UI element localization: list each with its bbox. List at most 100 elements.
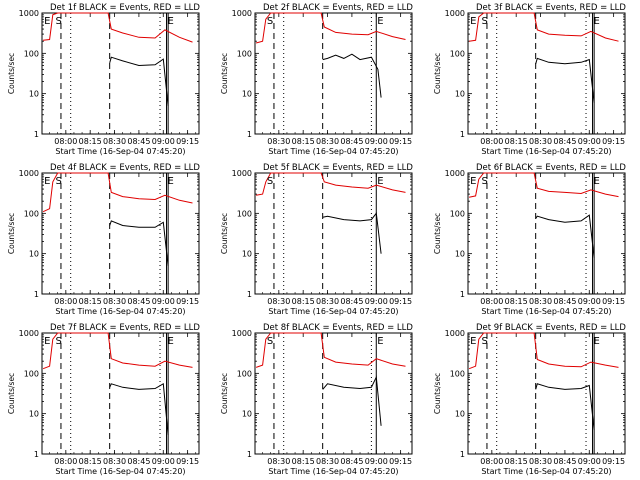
chart-panel-5: Det 5f BLACK = Events, RED = LLD 1 10 100 10… <box>220 163 413 316</box>
event-marker-label: E <box>594 176 600 187</box>
lld-series-line <box>469 12 619 42</box>
x-axis-label: Start Time (16-Sep-04 07:45:20) <box>481 467 611 476</box>
x-tick-label: 08:45 <box>340 297 363 306</box>
x-tick-label: 08:15 <box>505 137 528 146</box>
x-tick-label: 08:00 <box>54 457 77 466</box>
x-axis-label: Start Time (16-Sep-04 07:45:20) <box>268 307 398 316</box>
event-marker-label: E <box>168 16 174 27</box>
y-tick-label: 10 <box>29 250 39 259</box>
y-tick-label: 10 <box>242 250 252 259</box>
x-tick-label: 08:30 <box>267 137 290 146</box>
x-tick-label: 08:00 <box>54 137 77 146</box>
lld-series-line <box>255 12 406 44</box>
y-tick-label: 100 <box>237 49 252 58</box>
x-tick-label: 08:30 <box>529 137 552 146</box>
y-tick-label: 10 <box>242 90 252 99</box>
y-tick-label: 100 <box>450 49 465 58</box>
x-tick-label: 08:00 <box>54 297 77 306</box>
events-series-line <box>322 53 382 98</box>
y-axis-label: Counts/sec <box>7 53 16 94</box>
x-tick-label: 08:45 <box>340 457 363 466</box>
x-tick-label: 08:00 <box>480 297 503 306</box>
event-marker-label: E <box>594 336 600 347</box>
event-marker-label: S <box>267 176 273 187</box>
y-tick-label: 1000 <box>232 169 252 178</box>
event-marker-label: E <box>377 16 383 27</box>
x-tick-label: 09:00 <box>152 137 175 146</box>
event-marker-label: E <box>377 176 383 187</box>
x-tick-label: 09:15 <box>389 457 412 466</box>
y-tick-label: 100 <box>237 369 252 378</box>
plot-frame <box>41 332 200 455</box>
x-tick-label: 09:00 <box>365 297 388 306</box>
events-series-line <box>322 212 382 254</box>
x-tick-label: 08:30 <box>529 297 552 306</box>
y-tick-label: 1 <box>34 130 39 139</box>
event-marker-label: E <box>594 16 600 27</box>
x-tick-label: 08:45 <box>127 137 150 146</box>
events-series-line <box>109 220 169 266</box>
lld-series-line <box>256 172 406 196</box>
lld-series-line <box>42 332 193 370</box>
event-marker-label: S <box>267 16 273 27</box>
y-tick-label: 10 <box>455 90 465 99</box>
chart-title: Det 1f BLACK = Events, RED = LLD <box>50 3 200 13</box>
x-tick-label: 09:15 <box>389 297 412 306</box>
y-tick-label: 100 <box>24 369 39 378</box>
x-tick-label: 08:30 <box>316 457 339 466</box>
x-axis-label: Start Time (16-Sep-04 07:45:20) <box>55 467 185 476</box>
chart-title: Det 3f BLACK = Events, RED = LLD <box>476 3 626 13</box>
x-tick-label: 08:15 <box>79 457 102 466</box>
event-marker-label: E <box>470 336 476 347</box>
chart-panel-1: Det 1f BLACK = Events, RED = LLD 1 10 100 10… <box>7 3 200 156</box>
event-marker-label: E <box>44 176 50 187</box>
x-tick-label: 08:45 <box>127 457 150 466</box>
x-tick-label: 08:15 <box>79 137 102 146</box>
y-tick-label: 1000 <box>445 9 465 18</box>
y-tick-label: 1000 <box>19 329 39 338</box>
x-tick-label: 09:00 <box>365 457 388 466</box>
y-tick-label: 1000 <box>445 169 465 178</box>
plot-frame <box>254 12 413 135</box>
x-axis-label: Start Time (16-Sep-04 07:45:20) <box>55 147 185 156</box>
event-marker-label: E <box>44 336 50 347</box>
chart-panel-8: Det 8f BLACK = Events, RED = LLD 1 10 100 10… <box>220 323 413 476</box>
plot-frame <box>467 12 626 135</box>
y-axis-label: Counts/sec <box>220 53 229 94</box>
event-marker-label: S <box>481 16 487 27</box>
y-tick-label: 1 <box>247 290 252 299</box>
y-tick-label: 1 <box>34 290 39 299</box>
lld-series-line <box>255 332 406 368</box>
y-axis-label: Counts/sec <box>7 373 16 414</box>
x-axis-label: Start Time (16-Sep-04 07:45:20) <box>481 307 611 316</box>
y-tick-label: 1 <box>34 450 39 459</box>
x-tick-label: 08:30 <box>103 297 126 306</box>
chart-title: Det 5f BLACK = Events, RED = LLD <box>263 163 413 173</box>
x-tick-label: 09:00 <box>365 137 388 146</box>
x-tick-label: 09:15 <box>602 297 625 306</box>
event-marker-label: E <box>44 16 50 27</box>
y-tick-label: 1000 <box>19 169 39 178</box>
chart-panel-3: Det 3f BLACK = Events, RED = LLD 1 10 100 10… <box>433 3 626 156</box>
chart-panel-2: Det 2f BLACK = Events, RED = LLD 1 10 100 10… <box>220 3 413 156</box>
x-tick-label: 08:15 <box>292 297 315 306</box>
plot-frame <box>254 332 413 455</box>
event-marker-label: S <box>55 336 61 347</box>
x-tick-label: 08:00 <box>480 457 503 466</box>
x-axis-label: Start Time (16-Sep-04 07:45:20) <box>55 307 185 316</box>
y-axis-label: Counts/sec <box>433 53 442 94</box>
chart-title: Det 4f BLACK = Events, RED = LLD <box>50 163 200 173</box>
y-tick-label: 1 <box>460 290 465 299</box>
x-tick-label: 08:00 <box>480 137 503 146</box>
events-series-line <box>535 57 595 103</box>
event-marker-label: S <box>267 336 273 347</box>
x-tick-label: 09:15 <box>602 137 625 146</box>
x-tick-label: 09:00 <box>578 297 601 306</box>
x-tick-label: 09:15 <box>389 137 412 146</box>
y-tick-label: 10 <box>455 410 465 419</box>
x-tick-label: 08:45 <box>340 137 363 146</box>
y-tick-label: 1000 <box>445 329 465 338</box>
event-marker-label: E <box>168 176 174 187</box>
x-tick-label: 09:00 <box>152 297 175 306</box>
x-tick-label: 08:15 <box>505 457 528 466</box>
